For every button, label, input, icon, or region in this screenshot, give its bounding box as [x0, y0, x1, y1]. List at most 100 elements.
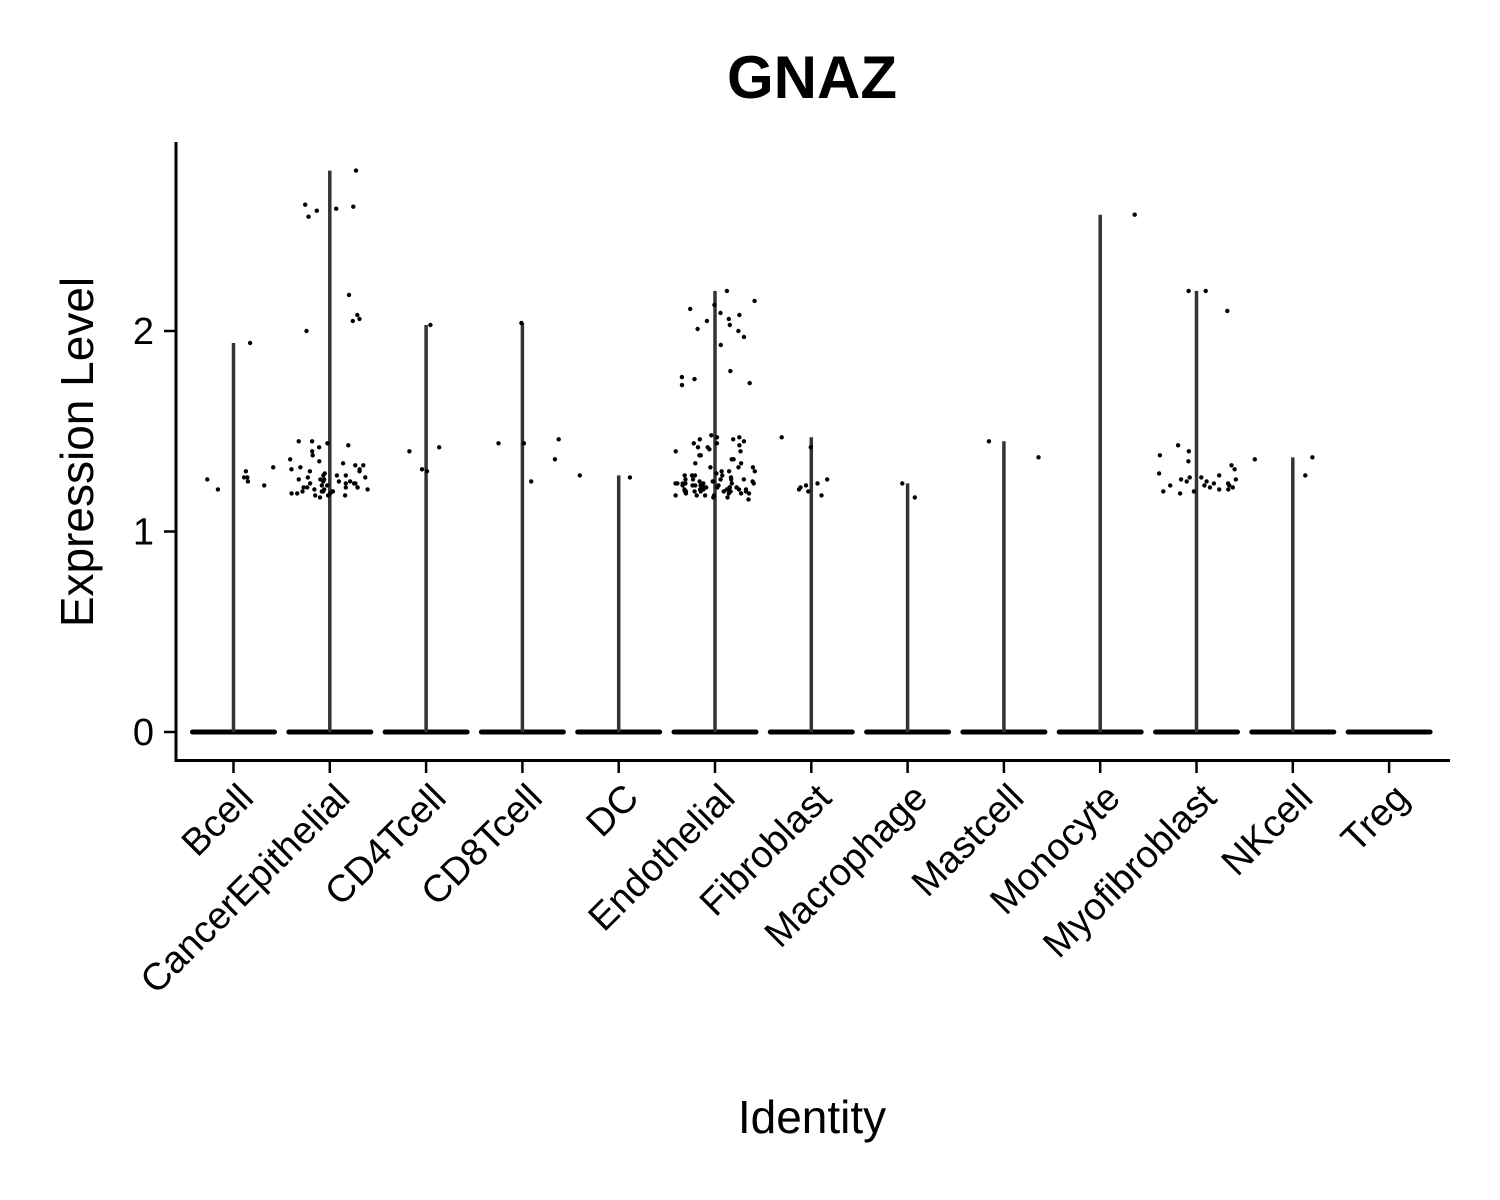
data-point-myofibroblast [1225, 308, 1230, 314]
data-point-myofibroblast [1204, 479, 1209, 484]
data-point-endothelial [731, 437, 736, 442]
data-point-cancerepithelial [355, 312, 360, 318]
data-point-endothelial [721, 489, 726, 494]
data-point-cancerepithelial [353, 168, 359, 173]
data-point-cancerepithelial [296, 477, 301, 482]
data-point-cancerepithelial [288, 457, 293, 462]
data-point-endothelial [707, 447, 712, 452]
data-point-cancerepithelial [342, 493, 348, 498]
data-point-myofibroblast [1186, 288, 1191, 294]
data-point-fibroblast [819, 493, 824, 498]
data-point-endothelial [673, 493, 678, 498]
data-point-endothelial [679, 374, 685, 380]
data-point-myofibroblast [1211, 481, 1217, 486]
data-point-endothelial [680, 483, 685, 488]
data-point-cancerepithelial [347, 479, 353, 484]
data-point-cd4tcell [419, 467, 425, 472]
data-point-cancerepithelial [304, 328, 309, 334]
data-point-cancerepithelial [295, 491, 300, 496]
data-point-endothelial [690, 477, 696, 482]
data-point-endothelial [728, 368, 733, 374]
data-point-myofibroblast [1227, 483, 1232, 488]
data-point-fibroblast [779, 435, 784, 440]
data-point-cancerepithelial [317, 459, 322, 464]
data-point-cancerepithelial [351, 204, 356, 209]
data-point-cd8tcell [529, 479, 534, 484]
data-point-endothelial [726, 316, 731, 322]
data-point-cancerepithelial [310, 449, 315, 454]
data-point-endothelial [727, 322, 732, 328]
data-point-nkcell [1303, 473, 1308, 478]
data-point-cd4tcell [437, 445, 442, 450]
data-point-cancerepithelial [298, 465, 303, 470]
data-point-cancerepithelial [363, 475, 368, 480]
data-point-endothelial [718, 310, 723, 316]
data-point-endothelial [702, 493, 708, 498]
data-point-bcell [215, 487, 221, 492]
data-point-myofibroblast [1230, 485, 1236, 490]
data-point-fibroblast [825, 477, 830, 482]
x-tick-label-dc: DC [579, 777, 648, 846]
data-point-cd4tcell [407, 449, 412, 454]
data-point-endothelial [751, 481, 756, 486]
data-point-endothelial [673, 449, 678, 454]
data-point-endothelial [691, 441, 696, 446]
data-point-cancerepithelial [303, 202, 308, 207]
x-tick-label-treg: Treg [1334, 777, 1418, 861]
data-point-cancerepithelial [322, 471, 327, 476]
data-point-endothelial [720, 473, 725, 478]
data-point-endothelial [727, 485, 732, 490]
data-point-cancerepithelial [319, 483, 324, 488]
data-point-bcell [262, 483, 267, 488]
data-point-cancerepithelial [351, 481, 357, 486]
data-point-myofibroblast [1229, 463, 1234, 468]
data-point-dc [627, 475, 633, 480]
data-point-endothelial [746, 497, 751, 502]
chart-title: GNAZ [727, 44, 897, 111]
data-point-endothelial [752, 298, 757, 304]
data-point-endothelial [675, 481, 680, 486]
data-point-endothelial [718, 477, 723, 482]
data-point-macrophage [912, 495, 917, 500]
data-point-endothelial [690, 483, 695, 488]
data-point-endothelial [682, 473, 687, 478]
data-point-endothelial [714, 441, 720, 446]
data-point-bcell [243, 469, 249, 474]
data-point-endothelial [704, 318, 710, 324]
data-point-endothelial [711, 495, 716, 500]
data-point-endothelial [738, 449, 743, 454]
data-point-cd8tcell [552, 457, 558, 462]
data-point-nkcell [1310, 455, 1315, 460]
data-point-cancerepithelial [321, 479, 326, 484]
y-ticks: 0 1 2 [133, 311, 176, 754]
data-point-bcell [247, 340, 253, 346]
data-point-cancerepithelial [300, 489, 305, 494]
data-point-cd8tcell [521, 441, 527, 446]
data-point-cancerepithelial [353, 463, 358, 468]
data-point-bcell [271, 465, 276, 470]
y-axis-title: Expression Level [51, 277, 103, 627]
data-point-endothelial [697, 453, 702, 458]
data-point-endothelial [708, 465, 713, 470]
data-point-endothelial [693, 461, 698, 466]
data-point-endothelial [741, 439, 747, 444]
data-point-endothelial [683, 489, 689, 494]
data-point-cancerepithelial [316, 445, 322, 450]
data-point-myofibroblast [1199, 475, 1204, 480]
data-point-endothelial [701, 485, 706, 490]
data-point-endothelial [752, 469, 757, 474]
data-point-endothelial [697, 437, 702, 442]
data-point-fibroblast [815, 481, 820, 486]
data-point-macrophage [900, 481, 905, 486]
data-point-mastcell [1036, 455, 1041, 460]
data-point-fibroblast [796, 487, 802, 492]
data-point-endothelial [737, 443, 742, 448]
data-point-endothelial [710, 479, 715, 484]
data-point-myofibroblast [1157, 453, 1163, 458]
data-point-cancerepithelial [321, 489, 326, 494]
data-point-endothelial [729, 481, 734, 486]
x-tick-label-myofibroblast: Myofibroblast [1035, 776, 1225, 966]
data-point-endothelial [738, 491, 744, 496]
